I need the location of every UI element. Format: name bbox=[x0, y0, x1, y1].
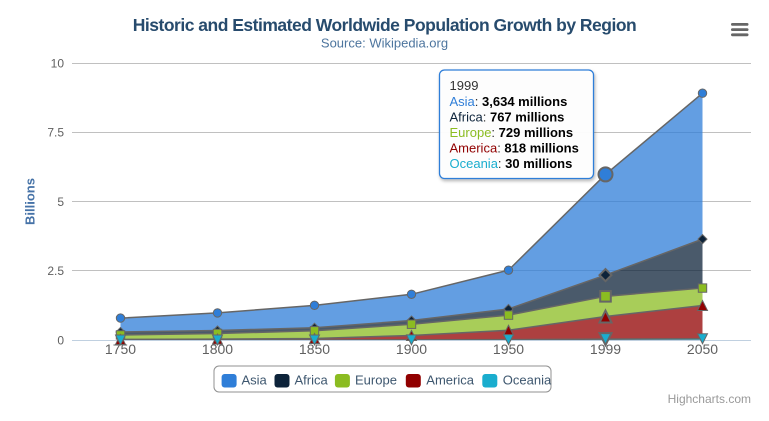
svg-text:1950: 1950 bbox=[493, 341, 524, 357]
svg-text:1750: 1750 bbox=[105, 341, 136, 357]
svg-text:Oceania: 30 millions: Oceania: 30 millions bbox=[450, 156, 573, 171]
svg-text:Historic and Estimated Worldwi: Historic and Estimated Worldwide Populat… bbox=[133, 15, 636, 35]
svg-text:1999: 1999 bbox=[450, 78, 479, 93]
svg-text:Oceania: Oceania bbox=[503, 373, 552, 388]
svg-text:Europe: 729 millions: Europe: 729 millions bbox=[450, 125, 574, 140]
svg-text:Billions: Billions bbox=[23, 178, 38, 225]
svg-text:1999: 1999 bbox=[590, 341, 621, 357]
svg-text:1800: 1800 bbox=[202, 341, 233, 357]
svg-text:Africa: 767 millions: Africa: 767 millions bbox=[450, 110, 565, 125]
svg-text:1850: 1850 bbox=[299, 341, 330, 357]
svg-text:Source: Wikipedia.org: Source: Wikipedia.org bbox=[321, 36, 448, 51]
svg-text:America: America bbox=[426, 373, 474, 388]
svg-text:10: 10 bbox=[51, 56, 65, 70]
svg-text:Asia: Asia bbox=[242, 373, 268, 388]
svg-text:1900: 1900 bbox=[396, 341, 427, 357]
svg-text:2.5: 2.5 bbox=[47, 264, 64, 278]
svg-text:7.5: 7.5 bbox=[47, 126, 64, 140]
svg-text:Europe: Europe bbox=[355, 373, 397, 388]
svg-text:America: 818 millions: America: 818 millions bbox=[450, 141, 579, 156]
svg-text:Asia: 3,634 millions: Asia: 3,634 millions bbox=[450, 94, 568, 109]
svg-text:2050: 2050 bbox=[687, 341, 718, 357]
svg-text:Highcharts.com: Highcharts.com bbox=[668, 392, 751, 406]
svg-text:5: 5 bbox=[57, 195, 64, 209]
svg-text:0: 0 bbox=[57, 333, 64, 347]
svg-text:Africa: Africa bbox=[295, 373, 329, 388]
